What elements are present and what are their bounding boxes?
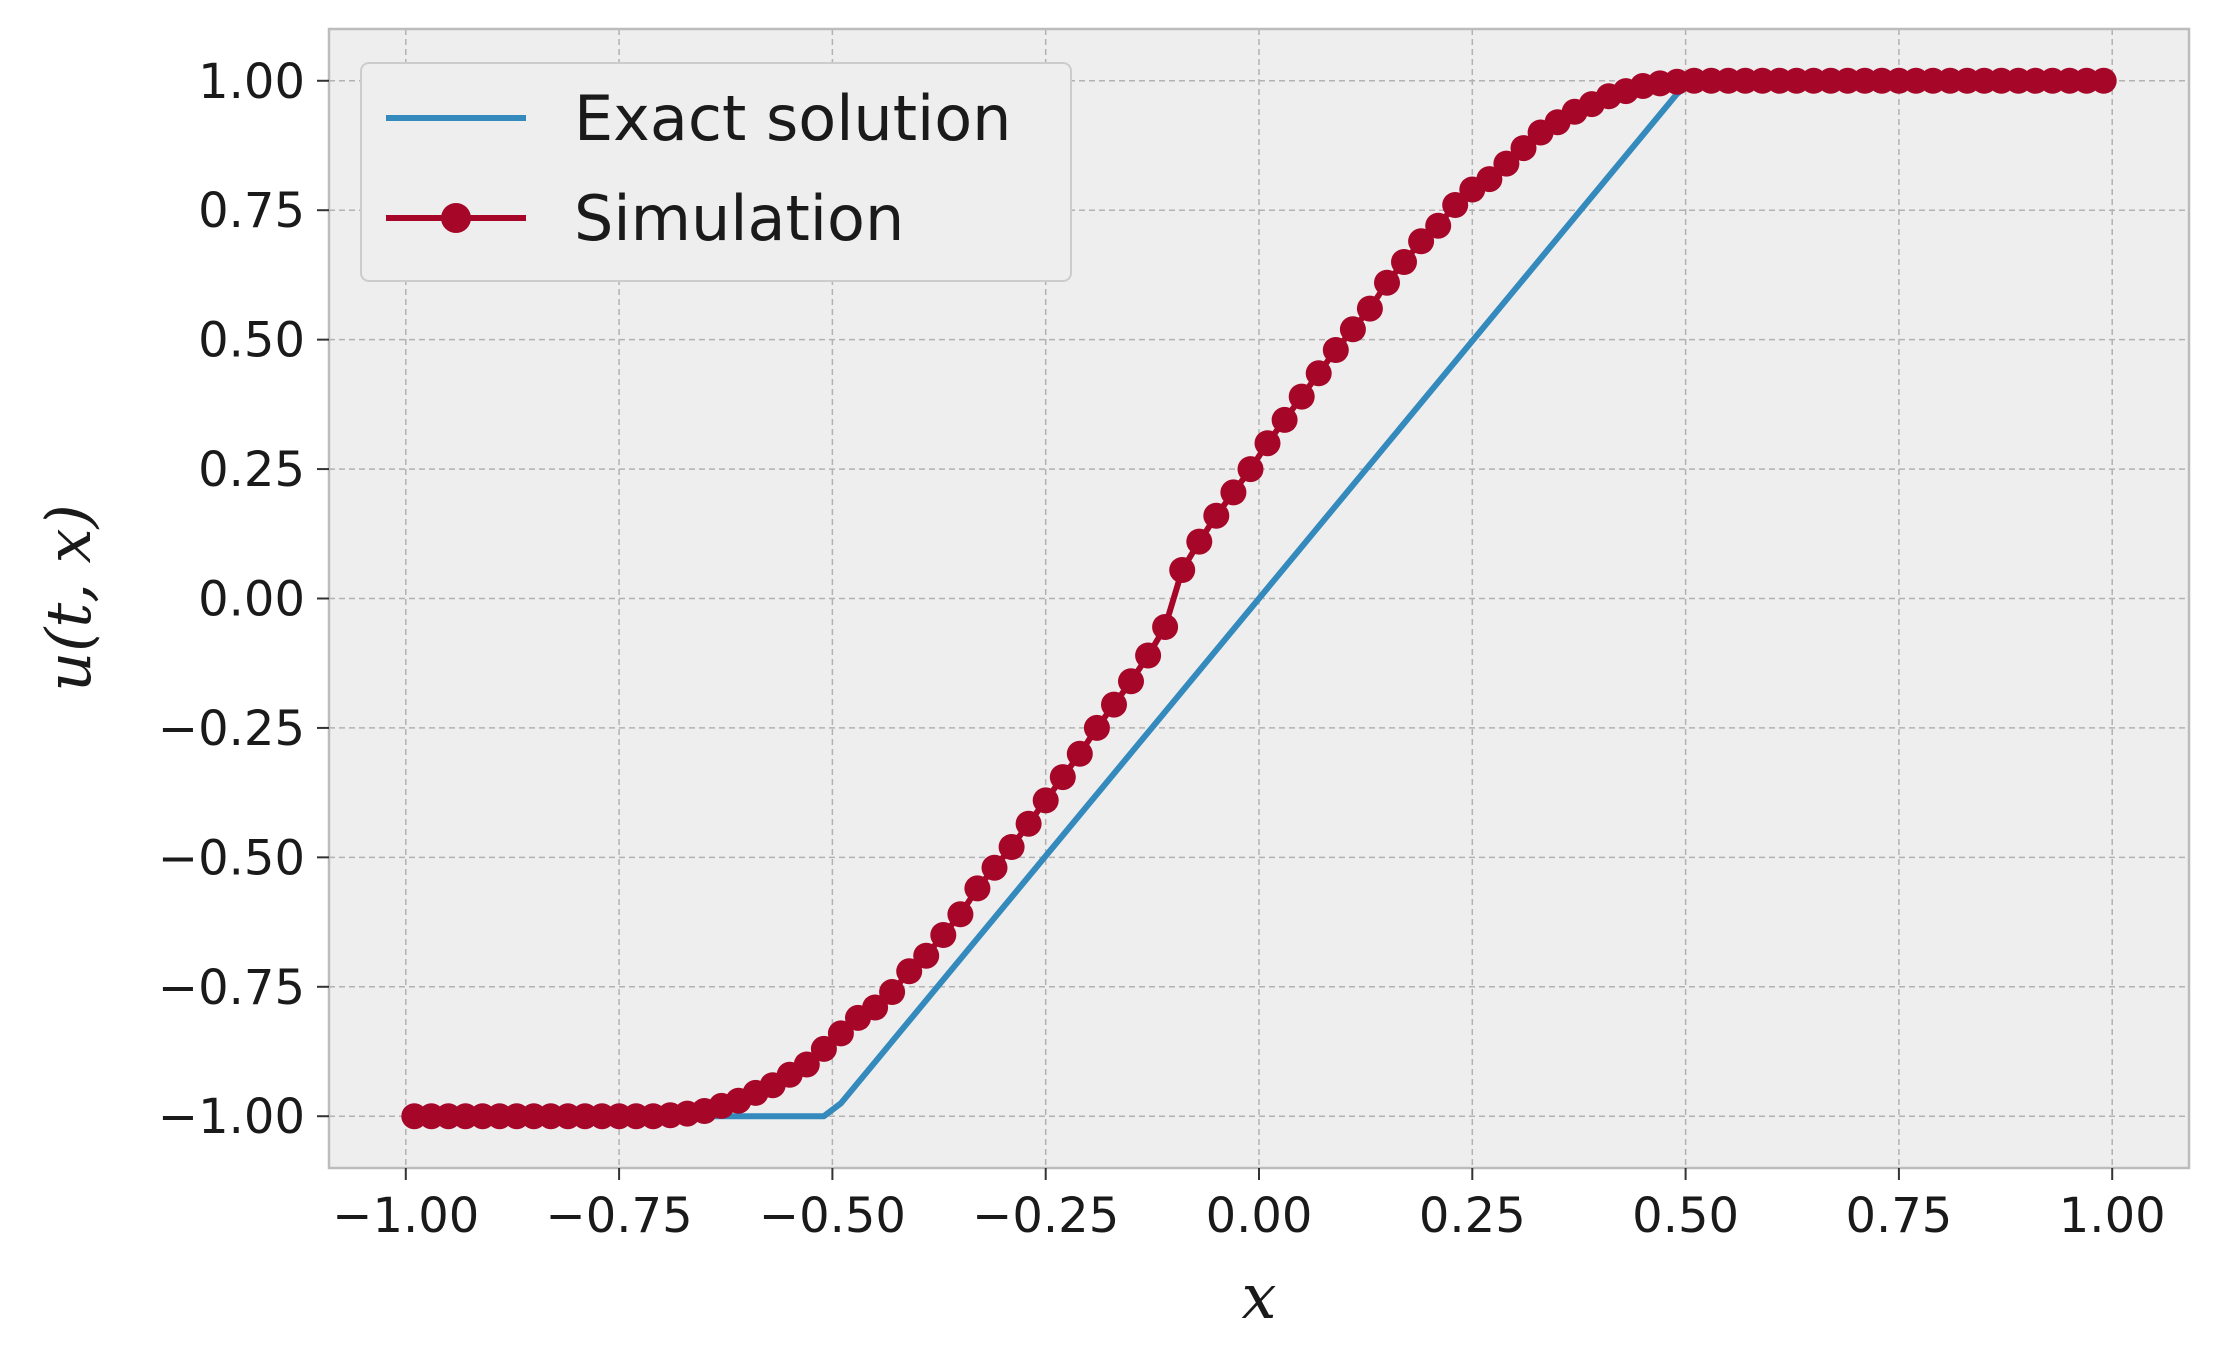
data-point-simulation: [810, 1035, 837, 1062]
data-point-simulation: [1391, 249, 1417, 275]
data-point-simulation: [1032, 787, 1059, 814]
data-point-simulation: [862, 994, 889, 1021]
y-tick-label: 0.50: [198, 313, 305, 369]
y-tick-label: 0.75: [198, 183, 305, 239]
data-point-simulation: [827, 1020, 854, 1047]
data-point-simulation: [1186, 528, 1213, 555]
data-point-simulation: [879, 979, 906, 1005]
data-point-simulation: [930, 922, 957, 948]
data-point-simulation: [1322, 337, 1349, 363]
x-axis-label: x: [1242, 1260, 1277, 1333]
x-tick-label: −0.50: [759, 1188, 906, 1244]
y-tick-label: −1.00: [158, 1089, 305, 1145]
y-axis-label: u(t, x): [32, 504, 105, 692]
data-point-simulation: [1408, 228, 1435, 255]
y-tick-label: −0.75: [158, 960, 305, 1016]
x-tick-label: 0.00: [1206, 1188, 1313, 1244]
data-point-simulation: [1288, 383, 1315, 410]
data-point-simulation: [1254, 430, 1281, 457]
data-point-simulation: [896, 958, 923, 985]
x-tick-label: 1.00: [2059, 1188, 2166, 1244]
y-tick-label: 0.00: [198, 572, 305, 628]
data-point-simulation: [1510, 135, 1537, 162]
data-point-simulation: [1476, 166, 1503, 193]
data-point-simulation: [1049, 764, 1076, 791]
data-point-simulation: [2090, 67, 2117, 94]
data-point-simulation: [1305, 360, 1332, 387]
data-point-simulation: [1356, 295, 1383, 322]
x-tick-label: −0.25: [972, 1188, 1119, 1244]
y-tick-label: −0.50: [158, 830, 305, 886]
data-point-simulation: [981, 854, 1008, 881]
y-tick-label: 0.25: [198, 442, 305, 498]
data-point-simulation: [1015, 810, 1042, 837]
data-point-simulation: [1374, 269, 1400, 296]
data-point-simulation: [1339, 316, 1366, 343]
legend-label-exact-solution: Exact solution: [574, 82, 1011, 155]
data-point-simulation: [1220, 479, 1247, 506]
data-point-simulation: [793, 1051, 820, 1078]
data-point-simulation: [1135, 642, 1162, 669]
x-tick-label: −0.75: [546, 1188, 693, 1244]
legend-box: [360, 62, 1072, 282]
legend-label-simulation: Simulation: [574, 182, 904, 255]
x-tick-label: −1.00: [332, 1188, 479, 1244]
data-point-simulation: [964, 875, 991, 902]
data-point-simulation: [1152, 614, 1179, 640]
data-point-simulation: [1442, 192, 1469, 218]
data-point-simulation: [1493, 150, 1520, 177]
data-point-simulation: [1118, 668, 1144, 695]
y-axis-ticks: −1.00 −0.75 −0.50 −0.25 0.00 0.25 0.50 0.75 1.00: [158, 54, 329, 1145]
data-point-simulation: [1101, 691, 1127, 718]
y-tick-label: −0.25: [158, 701, 305, 757]
x-tick-label: 0.50: [1632, 1188, 1739, 1244]
y-tick-label: 1.00: [198, 54, 305, 110]
data-point-simulation: [1237, 456, 1264, 483]
data-point-simulation: [1271, 406, 1298, 433]
data-point-simulation: [947, 901, 974, 928]
x-axis-ticks: −1.00 −0.75 −0.50 −0.25 0.00 0.25 0.50 0.75 1.00: [332, 1168, 2166, 1244]
data-point-simulation: [1169, 557, 1196, 583]
data-point-simulation: [1066, 740, 1093, 767]
x-tick-label: 0.25: [1419, 1188, 1526, 1244]
data-point-simulation: [998, 834, 1025, 860]
x-tick-label: 0.75: [1845, 1188, 1952, 1244]
data-point-simulation: [1425, 212, 1452, 239]
series-layer: [401, 67, 2117, 1130]
data-point-simulation: [1203, 502, 1230, 529]
legend: Exact solution Simulation: [360, 62, 1072, 282]
data-point-simulation: [913, 942, 940, 969]
data-point-simulation: [1083, 714, 1110, 741]
legend-marker-simulation: [441, 203, 471, 233]
